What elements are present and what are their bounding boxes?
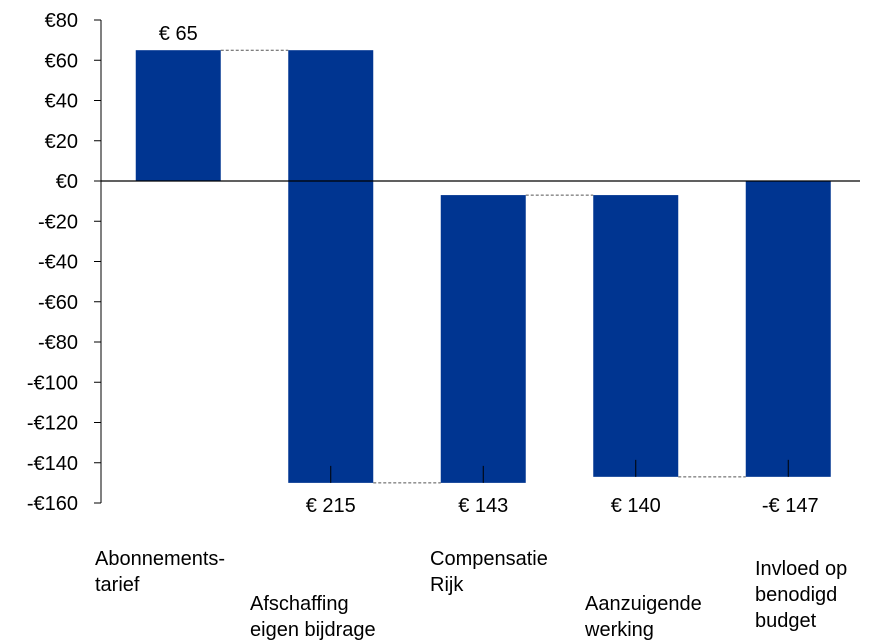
y-tick-label: -€160 <box>27 493 78 515</box>
y-tick-label: €80 <box>45 10 78 32</box>
data-label: € 143 <box>458 495 508 517</box>
y-tick-label: -€140 <box>27 453 78 475</box>
category-label: Aanzuigende <box>585 593 702 615</box>
y-tick-label: -€120 <box>27 413 78 435</box>
y-tick-label: €20 <box>45 131 78 153</box>
connector-lines <box>220 49 746 484</box>
y-tick-label: -€60 <box>38 292 78 314</box>
bar <box>288 50 374 483</box>
y-tick-label: -€40 <box>38 252 78 274</box>
y-axis: €80 €60 €40 €20 €0 -€20 -€40 -€60 -€80 -€100 -€120… <box>27 10 102 515</box>
data-label: -€ 147 <box>762 495 819 517</box>
category-label: eigen bijdrage <box>250 619 376 641</box>
bar <box>135 50 221 181</box>
category-label: werking <box>584 619 654 641</box>
category-labels: Abonnements-tarief Afschaffing eigen bijdr… <box>95 548 847 641</box>
data-label: € 215 <box>306 495 356 517</box>
y-tick-label: €40 <box>45 91 78 113</box>
data-label: € 65 <box>159 23 198 45</box>
data-label: € 140 <box>611 495 661 517</box>
bar <box>745 181 831 477</box>
category-label: Abonnements- <box>95 548 225 570</box>
bar <box>593 195 679 477</box>
category-label: benodigd <box>755 584 837 606</box>
category-label: Rijk <box>430 574 464 596</box>
bars <box>135 50 831 483</box>
category-label: tarief <box>95 574 140 596</box>
y-tick-label: -€100 <box>27 372 78 394</box>
category-label: Compensatie <box>430 548 548 570</box>
y-tick-label: -€20 <box>38 211 78 233</box>
y-tick-label: -€80 <box>38 332 78 354</box>
bar <box>440 195 526 483</box>
data-labels: € 65 € 215 € 143 € 140 -€ 147 <box>159 23 819 517</box>
y-tick-label: €0 <box>56 171 78 193</box>
category-label: budget <box>755 610 817 632</box>
category-label: Invloed op <box>755 558 847 580</box>
category-label: Afschaffing <box>250 593 349 615</box>
y-tick-label: €60 <box>45 50 78 72</box>
